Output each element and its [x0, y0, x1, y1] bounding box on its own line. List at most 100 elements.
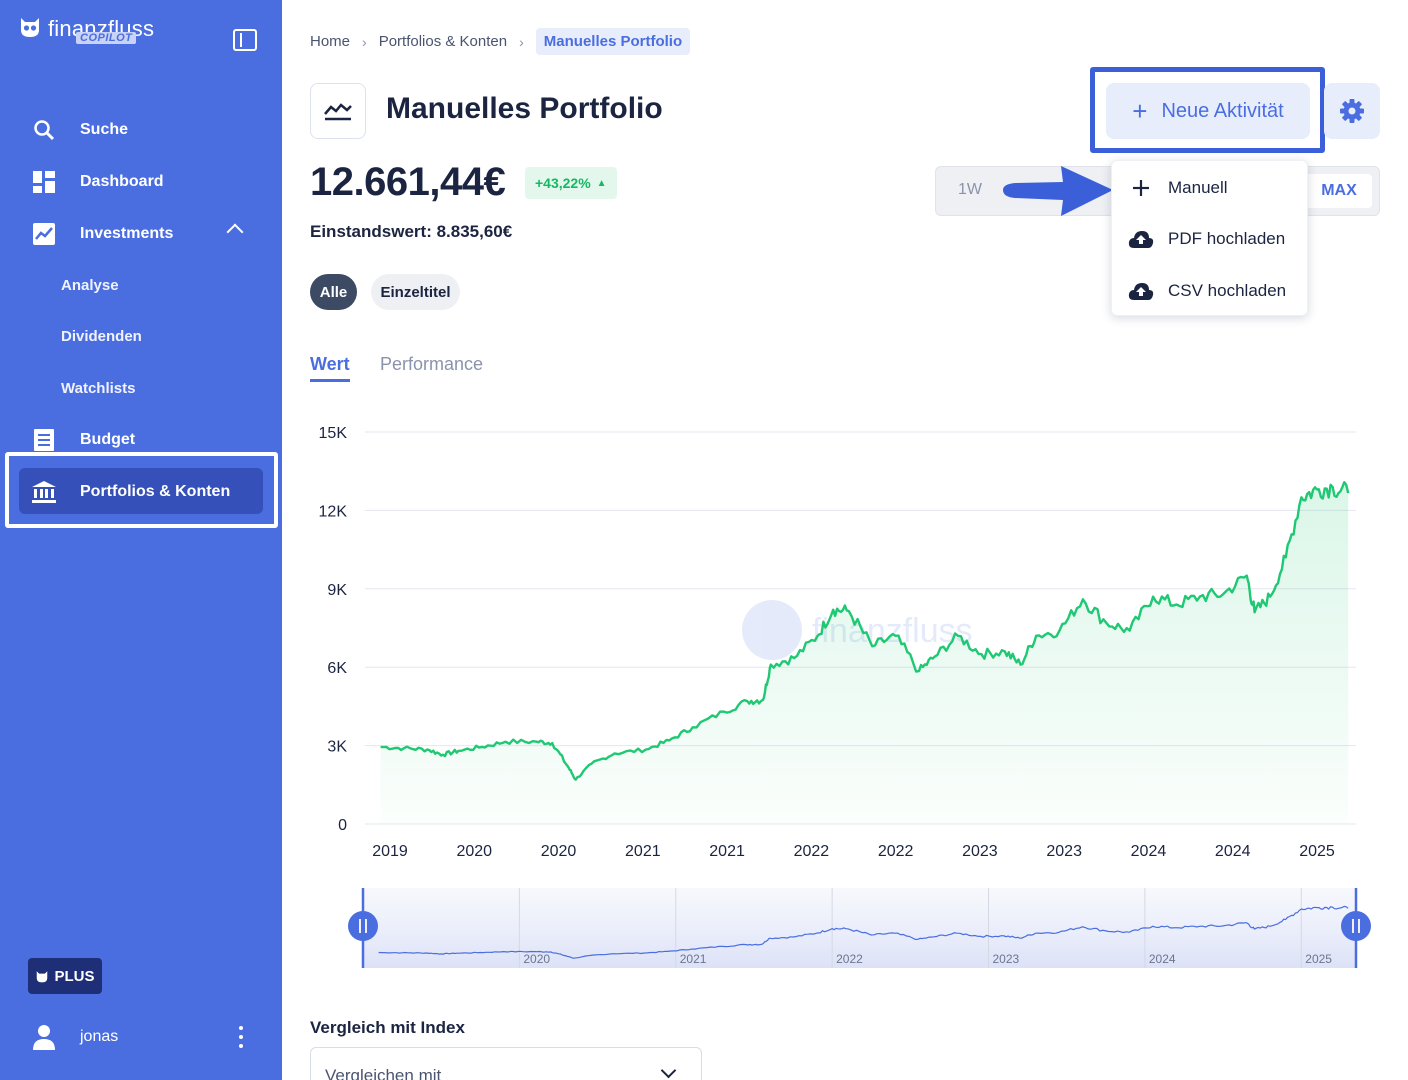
chart-range-navigator[interactable]: 2020 2021 2022 2023 2024 2025 [340, 880, 1380, 975]
y-tick-label: 12K [319, 503, 348, 520]
plus-badge[interactable]: PLUS [28, 958, 102, 994]
list-icon [32, 428, 56, 452]
plus-icon: + [1132, 95, 1148, 126]
cost-basis: Einstandswert: 8.835,60€ [310, 222, 513, 241]
x-tick-label: 2019 [372, 843, 408, 860]
comparison-label: Vergleich mit Index [310, 1018, 465, 1037]
chevron-right-icon: › [519, 33, 524, 50]
sidebar-item-suche[interactable]: Suche [32, 113, 128, 147]
new-activity-dropdown: Manuell PDF hochladen CSV hochladen [1111, 160, 1308, 316]
search-icon [32, 118, 56, 142]
sidebar-item-label: Investments [80, 225, 174, 242]
chevron-down-icon [660, 1062, 677, 1079]
navigator-handle-left[interactable] [348, 911, 378, 941]
settings-button[interactable] [1324, 83, 1380, 139]
cloud-upload-icon [1128, 280, 1154, 302]
navigator-tick-label: 2021 [680, 952, 707, 966]
breadcrumb-portfolios[interactable]: Portfolios & Konten [378, 33, 508, 50]
tab-performance[interactable]: Performance [380, 354, 484, 374]
comparison-placeholder: Vergleichen mit [325, 1066, 442, 1080]
dropdown-item-label: CSV hochladen [1168, 281, 1287, 300]
sidebar-item-portfolios-konten[interactable]: Portfolios & Konten [32, 475, 230, 509]
sidebar-item-dashboard[interactable]: Dashboard [32, 165, 164, 199]
navigator-tick-label: 2023 [993, 952, 1020, 966]
sidebar-toggle-button[interactable] [233, 29, 257, 51]
new-activity-label: Neue Aktivität [1161, 99, 1284, 122]
dashboard-icon [32, 170, 56, 194]
portfolio-chart-icon [310, 83, 366, 139]
navigator-tick-label: 2022 [836, 952, 863, 966]
x-tick-label: 2025 [1299, 843, 1335, 860]
copilot-badge: COPILOT [76, 32, 137, 44]
x-tick-label: 2022 [878, 843, 914, 860]
active-item-highlight-frame [5, 452, 278, 528]
sidebar-item-label: Dashboard [80, 173, 164, 190]
bank-icon [32, 480, 56, 504]
tab-wert[interactable]: Wert [310, 354, 350, 382]
range-1w[interactable]: 1W [958, 181, 982, 198]
range-max[interactable]: MAX [1306, 174, 1372, 208]
x-tick-label: 2020 [456, 843, 492, 860]
chart-icon [32, 222, 56, 246]
dropdown-item-pdf[interactable]: PDF hochladen [1128, 224, 1303, 254]
y-tick-label: 0 [338, 817, 347, 834]
filter-alle[interactable]: Alle [310, 274, 357, 310]
navigator-tick-label: 2025 [1305, 952, 1332, 966]
breadcrumb-home[interactable]: Home [310, 33, 351, 50]
sidebar-subitem-watchlists[interactable]: Watchlists [61, 380, 136, 397]
sidebar-item-label: Budget [80, 431, 136, 448]
sidebar-subitem-analyse[interactable]: Analyse [61, 277, 119, 294]
y-tick-label: 9K [327, 582, 347, 599]
user-avatar-icon [32, 1024, 56, 1050]
dropdown-item-label: PDF hochladen [1168, 229, 1286, 248]
x-tick-label: 2020 [541, 843, 577, 860]
chevron-right-icon: › [362, 33, 367, 50]
plus-label: PLUS [54, 967, 95, 985]
cloud-upload-icon [1128, 228, 1154, 250]
x-tick-label: 2021 [625, 843, 661, 860]
breadcrumb: Home › Portfolios & Konten › Manuelles P… [310, 28, 691, 55]
navigator-tick-label: 2020 [523, 952, 550, 966]
x-tick-label: 2024 [1131, 843, 1167, 860]
y-tick-label: 3K [327, 739, 347, 756]
sidebar-item-label: Portfolios & Konten [80, 483, 231, 500]
more-options-icon[interactable] [238, 1026, 244, 1048]
sidebar-item-budget[interactable]: Budget [32, 423, 135, 457]
chevron-up-icon[interactable] [226, 223, 244, 241]
dropdown-item-label: Manuell [1168, 178, 1228, 197]
arrow-annotation [1003, 166, 1113, 216]
y-tick-label: 15K [319, 425, 348, 442]
triangle-up-icon: ▲ [596, 177, 607, 189]
sidebar-item-investments[interactable]: Investments [32, 217, 173, 251]
x-tick-label: 2023 [1046, 843, 1082, 860]
comparison-select[interactable]: Vergleichen mit [310, 1047, 702, 1080]
navigator-handle-right[interactable] [1341, 911, 1371, 941]
x-tick-label: 2022 [794, 843, 830, 860]
new-activity-button[interactable]: + Neue Aktivität [1106, 83, 1310, 139]
sidebar: finanzfluss COPILOT Suche Dashboard Inve… [0, 0, 282, 1080]
change-value: +43,22% [535, 175, 591, 191]
owl-logo-icon [37, 970, 48, 982]
sidebar-item-label: Suche [80, 121, 129, 138]
plus-icon [1128, 177, 1154, 199]
sidebar-subitem-dividenden[interactable]: Dividenden [61, 328, 142, 345]
x-tick-label: 2024 [1215, 843, 1251, 860]
new-activity-highlight-frame [1090, 67, 1325, 153]
active-item-background [19, 468, 263, 514]
x-tick-label: 2023 [962, 843, 998, 860]
user-name: jonas [80, 1028, 119, 1045]
breadcrumb-current: Manuelles Portfolio [535, 28, 691, 55]
page-title: Manuelles Portfolio [386, 92, 663, 125]
navigator-tick-label: 2024 [1149, 952, 1176, 966]
dropdown-item-csv[interactable]: CSV hochladen [1128, 276, 1303, 306]
owl-logo-icon [21, 18, 39, 37]
filter-einzeltitel[interactable]: Einzeltitel [371, 274, 460, 310]
user-menu[interactable]: jonas [32, 1020, 252, 1054]
gear-icon [1340, 99, 1364, 123]
y-tick-label: 6K [327, 660, 347, 677]
change-badge: +43,22% ▲ [525, 167, 617, 199]
portfolio-value: 12.661,44€ [310, 160, 506, 204]
dropdown-item-manuell[interactable]: Manuell [1128, 173, 1303, 203]
x-tick-label: 2021 [709, 843, 745, 860]
